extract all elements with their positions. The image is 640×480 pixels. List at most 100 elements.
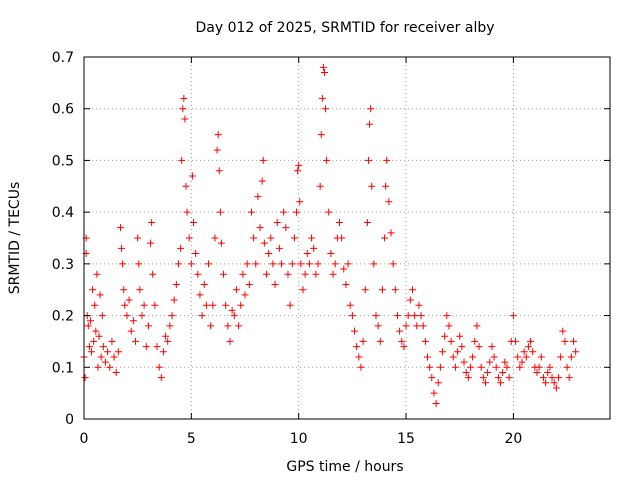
data-point bbox=[550, 379, 558, 387]
data-point bbox=[426, 363, 434, 371]
data-point bbox=[258, 177, 266, 185]
data-point bbox=[166, 322, 174, 330]
data-point bbox=[245, 281, 253, 289]
data-point bbox=[432, 399, 440, 407]
data-point bbox=[188, 172, 196, 180]
data-point bbox=[216, 208, 224, 216]
data-point bbox=[424, 353, 432, 361]
data-point bbox=[148, 218, 156, 226]
data-point bbox=[265, 250, 273, 258]
data-point bbox=[155, 363, 163, 371]
data-point bbox=[296, 198, 304, 206]
data-point bbox=[132, 337, 140, 345]
data-point bbox=[215, 167, 223, 175]
data-point bbox=[537, 353, 545, 361]
data-point bbox=[357, 363, 365, 371]
data-point bbox=[563, 363, 571, 371]
data-point bbox=[205, 260, 213, 268]
data-point bbox=[230, 312, 238, 320]
data-point bbox=[548, 374, 556, 382]
data-point bbox=[466, 363, 474, 371]
x-tick-label: 5 bbox=[187, 431, 196, 447]
data-point bbox=[211, 234, 219, 242]
data-point bbox=[443, 312, 451, 320]
data-point bbox=[183, 208, 191, 216]
data-point bbox=[456, 332, 464, 340]
data-point bbox=[391, 286, 399, 294]
data-point bbox=[118, 244, 126, 252]
data-point bbox=[181, 115, 189, 123]
data-point bbox=[322, 105, 330, 113]
data-point bbox=[202, 301, 210, 309]
data-point bbox=[243, 260, 251, 268]
data-point bbox=[411, 312, 419, 320]
data-point bbox=[381, 234, 389, 242]
data-point bbox=[92, 327, 100, 335]
data-point bbox=[312, 270, 320, 278]
data-point bbox=[378, 286, 386, 294]
data-point bbox=[189, 218, 197, 226]
data-point bbox=[178, 156, 186, 164]
data-point bbox=[557, 353, 565, 361]
data-point bbox=[389, 260, 397, 268]
data-point bbox=[144, 322, 152, 330]
data-point bbox=[207, 322, 215, 330]
data-point bbox=[445, 322, 453, 330]
data-point bbox=[477, 363, 485, 371]
data-point bbox=[254, 193, 262, 201]
data-point bbox=[213, 146, 221, 154]
data-point bbox=[260, 239, 268, 247]
data-point bbox=[430, 389, 438, 397]
gridlines bbox=[84, 57, 610, 419]
data-point bbox=[393, 312, 401, 320]
data-point bbox=[509, 312, 517, 320]
data-point bbox=[172, 281, 180, 289]
data-point bbox=[570, 337, 578, 345]
data-point bbox=[196, 291, 204, 299]
data-point bbox=[552, 384, 560, 392]
data-point bbox=[123, 312, 131, 320]
data-point bbox=[529, 348, 537, 356]
data-point bbox=[247, 208, 255, 216]
data-point bbox=[484, 368, 492, 376]
data-point bbox=[84, 322, 92, 330]
data-point bbox=[323, 156, 331, 164]
x-axis-title: GPS time / hours bbox=[286, 459, 403, 475]
data-point bbox=[262, 270, 270, 278]
data-point bbox=[151, 301, 159, 309]
data-point bbox=[250, 234, 258, 242]
data-point bbox=[239, 270, 247, 278]
data-point bbox=[96, 291, 104, 299]
data-point bbox=[220, 270, 228, 278]
data-point bbox=[185, 234, 193, 242]
data-point bbox=[340, 265, 348, 273]
data-point bbox=[293, 208, 301, 216]
data-point bbox=[370, 260, 378, 268]
data-point bbox=[494, 374, 502, 382]
data-point bbox=[539, 374, 547, 382]
data-point bbox=[310, 244, 318, 252]
data-point bbox=[368, 182, 376, 190]
data-point bbox=[135, 260, 143, 268]
data-point bbox=[473, 322, 481, 330]
data-point bbox=[273, 218, 281, 226]
data-point bbox=[200, 281, 208, 289]
data-point bbox=[396, 327, 404, 335]
data-point bbox=[177, 244, 185, 252]
data-point bbox=[295, 162, 303, 170]
data-point bbox=[415, 301, 423, 309]
data-point bbox=[408, 286, 416, 294]
data-point bbox=[353, 343, 361, 351]
data-point bbox=[275, 244, 283, 252]
data-point bbox=[99, 343, 107, 351]
data-point bbox=[125, 296, 133, 304]
data-point bbox=[376, 337, 384, 345]
data-point bbox=[159, 348, 167, 356]
data-point bbox=[428, 374, 436, 382]
data-point bbox=[110, 353, 118, 361]
data-point bbox=[497, 379, 505, 387]
data-point bbox=[284, 270, 292, 278]
data-point bbox=[402, 322, 410, 330]
data-point bbox=[363, 218, 371, 226]
data-point bbox=[116, 224, 124, 232]
